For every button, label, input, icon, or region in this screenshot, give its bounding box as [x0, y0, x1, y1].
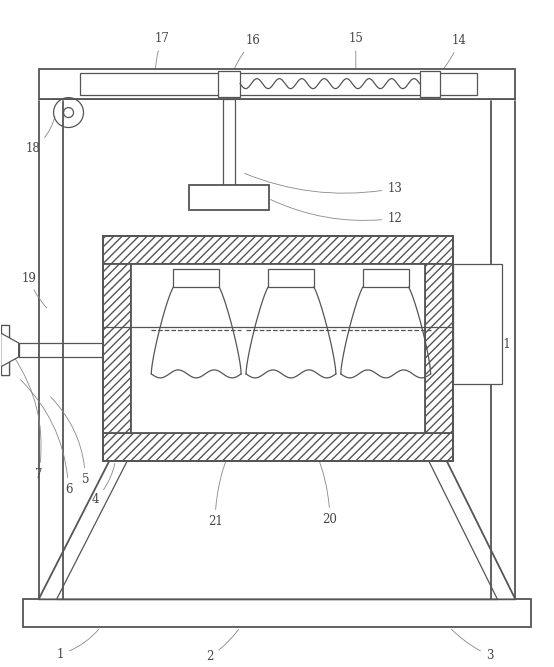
Text: 15: 15 — [348, 32, 363, 76]
Text: 12: 12 — [270, 199, 402, 225]
Bar — [104, 433, 453, 461]
Bar — [424, 264, 453, 433]
Text: 10: 10 — [291, 313, 312, 364]
Bar — [104, 236, 453, 264]
Text: 7: 7 — [14, 358, 42, 481]
Text: 17: 17 — [155, 32, 170, 73]
Text: 14: 14 — [434, 34, 467, 81]
Text: 6: 6 — [20, 380, 72, 496]
Bar — [104, 236, 453, 461]
Bar — [39, 69, 515, 99]
Text: 19: 19 — [21, 271, 47, 308]
Text: 5: 5 — [50, 397, 89, 486]
Bar — [23, 600, 531, 627]
Bar — [173, 269, 219, 287]
Text: 16: 16 — [230, 34, 260, 78]
Text: 4: 4 — [92, 464, 115, 506]
Polygon shape — [1, 333, 19, 367]
Bar — [189, 185, 269, 210]
Text: 21: 21 — [208, 452, 229, 528]
Text: 1: 1 — [57, 630, 99, 661]
Polygon shape — [39, 461, 515, 600]
Text: 3: 3 — [452, 629, 493, 662]
Bar — [268, 269, 314, 287]
Text: 8: 8 — [189, 269, 203, 424]
Bar — [104, 264, 131, 433]
Bar — [1, 325, 9, 375]
Bar — [363, 269, 409, 287]
Text: 2: 2 — [207, 630, 238, 663]
Bar — [223, 99, 235, 185]
Bar — [80, 73, 478, 95]
Text: 18: 18 — [25, 116, 55, 155]
Text: 13: 13 — [245, 173, 402, 195]
Bar — [453, 264, 502, 384]
Text: 11: 11 — [480, 297, 512, 352]
Bar — [131, 264, 424, 433]
Bar — [419, 71, 439, 97]
Text: 20: 20 — [316, 452, 337, 526]
Text: 9: 9 — [175, 307, 182, 374]
Bar — [218, 71, 240, 97]
